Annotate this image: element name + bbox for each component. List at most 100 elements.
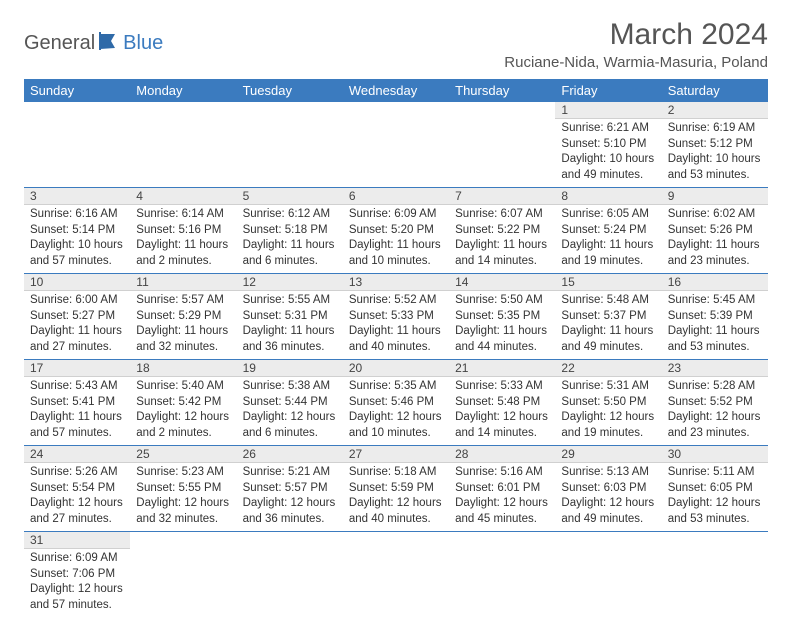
day-data: Sunrise: 5:48 AMSunset: 5:37 PMDaylight:… <box>555 291 661 359</box>
sunrise-text: Sunrise: 5:38 AM <box>243 379 337 395</box>
sunset-text: Sunset: 5:26 PM <box>668 223 762 239</box>
day-data: Sunrise: 5:35 AMSunset: 5:46 PMDaylight:… <box>343 377 449 445</box>
day-number: 11 <box>130 274 236 291</box>
calendar-cell <box>24 102 130 188</box>
page-title: March 2024 <box>504 18 768 52</box>
calendar-cell: 5Sunrise: 6:12 AMSunset: 5:18 PMDaylight… <box>237 188 343 274</box>
day-number: 9 <box>662 188 768 205</box>
sunrise-text: Sunrise: 5:45 AM <box>668 293 762 309</box>
sunset-text: Sunset: 5:12 PM <box>668 137 762 153</box>
daylight-text: Daylight: 11 hours and 32 minutes. <box>136 324 230 355</box>
calendar-cell <box>343 532 449 617</box>
daylight-text: Daylight: 11 hours and 6 minutes. <box>243 238 337 269</box>
day-data: Sunrise: 5:57 AMSunset: 5:29 PMDaylight:… <box>130 291 236 359</box>
daylight-text: Daylight: 11 hours and 44 minutes. <box>455 324 549 355</box>
calendar-cell: 8Sunrise: 6:05 AMSunset: 5:24 PMDaylight… <box>555 188 661 274</box>
day-number: 7 <box>449 188 555 205</box>
day-number: 2 <box>662 102 768 119</box>
weekday-header-row: Sunday Monday Tuesday Wednesday Thursday… <box>24 79 768 102</box>
daylight-text: Daylight: 12 hours and 27 minutes. <box>30 496 124 527</box>
day-number: 18 <box>130 360 236 377</box>
weekday-tuesday: Tuesday <box>237 79 343 102</box>
calendar-week-row: 10Sunrise: 6:00 AMSunset: 5:27 PMDayligh… <box>24 274 768 360</box>
day-data: Sunrise: 5:50 AMSunset: 5:35 PMDaylight:… <box>449 291 555 359</box>
sunrise-text: Sunrise: 5:57 AM <box>136 293 230 309</box>
day-data: Sunrise: 5:21 AMSunset: 5:57 PMDaylight:… <box>237 463 343 531</box>
calendar-cell: 22Sunrise: 5:31 AMSunset: 5:50 PMDayligh… <box>555 360 661 446</box>
daylight-text: Daylight: 11 hours and 19 minutes. <box>561 238 655 269</box>
calendar-cell: 2Sunrise: 6:19 AMSunset: 5:12 PMDaylight… <box>662 102 768 188</box>
calendar-cell: 17Sunrise: 5:43 AMSunset: 5:41 PMDayligh… <box>24 360 130 446</box>
day-data: Sunrise: 6:19 AMSunset: 5:12 PMDaylight:… <box>662 119 768 187</box>
sunset-text: Sunset: 5:35 PM <box>455 309 549 325</box>
calendar-cell <box>555 532 661 617</box>
day-data: Sunrise: 6:00 AMSunset: 5:27 PMDaylight:… <box>24 291 130 359</box>
sunset-text: Sunset: 5:48 PM <box>455 395 549 411</box>
calendar-week-row: 1Sunrise: 6:21 AMSunset: 5:10 PMDaylight… <box>24 102 768 188</box>
calendar-cell: 13Sunrise: 5:52 AMSunset: 5:33 PMDayligh… <box>343 274 449 360</box>
sunset-text: Sunset: 5:46 PM <box>349 395 443 411</box>
daylight-text: Daylight: 12 hours and 6 minutes. <box>243 410 337 441</box>
sunrise-text: Sunrise: 6:09 AM <box>349 207 443 223</box>
weekday-monday: Monday <box>130 79 236 102</box>
calendar-cell: 21Sunrise: 5:33 AMSunset: 5:48 PMDayligh… <box>449 360 555 446</box>
calendar-cell: 14Sunrise: 5:50 AMSunset: 5:35 PMDayligh… <box>449 274 555 360</box>
calendar-cell: 7Sunrise: 6:07 AMSunset: 5:22 PMDaylight… <box>449 188 555 274</box>
daylight-text: Daylight: 12 hours and 40 minutes. <box>349 496 443 527</box>
daylight-text: Daylight: 11 hours and 57 minutes. <box>30 410 124 441</box>
sunset-text: Sunset: 5:16 PM <box>136 223 230 239</box>
sunrise-text: Sunrise: 6:09 AM <box>30 551 124 567</box>
sunset-text: Sunset: 5:55 PM <box>136 481 230 497</box>
sunset-text: Sunset: 5:39 PM <box>668 309 762 325</box>
day-data: Sunrise: 5:13 AMSunset: 6:03 PMDaylight:… <box>555 463 661 531</box>
calendar-cell <box>449 102 555 188</box>
calendar-cell: 16Sunrise: 5:45 AMSunset: 5:39 PMDayligh… <box>662 274 768 360</box>
day-data: Sunrise: 5:11 AMSunset: 6:05 PMDaylight:… <box>662 463 768 531</box>
day-number: 17 <box>24 360 130 377</box>
sunrise-text: Sunrise: 5:23 AM <box>136 465 230 481</box>
calendar-cell: 3Sunrise: 6:16 AMSunset: 5:14 PMDaylight… <box>24 188 130 274</box>
day-number: 30 <box>662 446 768 463</box>
day-number: 29 <box>555 446 661 463</box>
daylight-text: Daylight: 11 hours and 27 minutes. <box>30 324 124 355</box>
calendar-cell: 1Sunrise: 6:21 AMSunset: 5:10 PMDaylight… <box>555 102 661 188</box>
sunrise-text: Sunrise: 5:40 AM <box>136 379 230 395</box>
daylight-text: Daylight: 10 hours and 53 minutes. <box>668 152 762 183</box>
day-number: 19 <box>237 360 343 377</box>
weekday-saturday: Saturday <box>662 79 768 102</box>
sunset-text: Sunset: 5:37 PM <box>561 309 655 325</box>
calendar-cell <box>130 532 236 617</box>
daylight-text: Daylight: 12 hours and 36 minutes. <box>243 496 337 527</box>
daylight-text: Daylight: 11 hours and 2 minutes. <box>136 238 230 269</box>
day-number: 14 <box>449 274 555 291</box>
sunset-text: Sunset: 5:52 PM <box>668 395 762 411</box>
logo-text-blue: Blue <box>123 32 163 55</box>
location-text: Ruciane-Nida, Warmia-Masuria, Poland <box>504 54 768 71</box>
day-data: Sunrise: 6:16 AMSunset: 5:14 PMDaylight:… <box>24 205 130 273</box>
day-data: Sunrise: 6:14 AMSunset: 5:16 PMDaylight:… <box>130 205 236 273</box>
day-data: Sunrise: 5:40 AMSunset: 5:42 PMDaylight:… <box>130 377 236 445</box>
daylight-text: Daylight: 12 hours and 32 minutes. <box>136 496 230 527</box>
daylight-text: Daylight: 11 hours and 36 minutes. <box>243 324 337 355</box>
daylight-text: Daylight: 11 hours and 40 minutes. <box>349 324 443 355</box>
day-number: 26 <box>237 446 343 463</box>
logo: General Blue <box>24 32 163 55</box>
calendar-week-row: 31Sunrise: 6:09 AMSunset: 7:06 PMDayligh… <box>24 532 768 617</box>
day-number: 24 <box>24 446 130 463</box>
calendar-week-row: 24Sunrise: 5:26 AMSunset: 5:54 PMDayligh… <box>24 446 768 532</box>
calendar-cell: 10Sunrise: 6:00 AMSunset: 5:27 PMDayligh… <box>24 274 130 360</box>
calendar-cell <box>130 102 236 188</box>
day-number: 15 <box>555 274 661 291</box>
calendar-cell: 25Sunrise: 5:23 AMSunset: 5:55 PMDayligh… <box>130 446 236 532</box>
daylight-text: Daylight: 11 hours and 23 minutes. <box>668 238 762 269</box>
day-number: 21 <box>449 360 555 377</box>
sunset-text: Sunset: 5:42 PM <box>136 395 230 411</box>
day-number: 22 <box>555 360 661 377</box>
sunrise-text: Sunrise: 5:43 AM <box>30 379 124 395</box>
daylight-text: Daylight: 10 hours and 49 minutes. <box>561 152 655 183</box>
sunrise-text: Sunrise: 6:07 AM <box>455 207 549 223</box>
sunrise-text: Sunrise: 5:31 AM <box>561 379 655 395</box>
sunset-text: Sunset: 5:31 PM <box>243 309 337 325</box>
weekday-thursday: Thursday <box>449 79 555 102</box>
day-data: Sunrise: 6:21 AMSunset: 5:10 PMDaylight:… <box>555 119 661 187</box>
